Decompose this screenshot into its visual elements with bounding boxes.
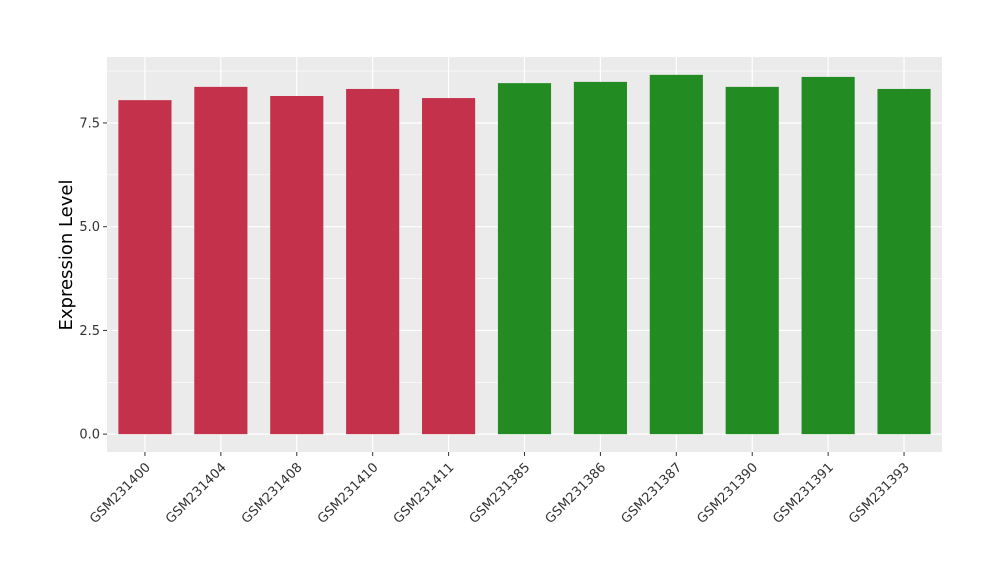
bar <box>422 98 476 435</box>
x-tick-label: GSM231404 <box>163 460 230 527</box>
x-tick-label: GSM231390 <box>694 460 761 527</box>
x-tick-label: GSM231393 <box>846 460 913 527</box>
x-tick-label: GSM231391 <box>770 460 837 527</box>
bar <box>118 100 172 435</box>
x-tick-label: GSM231385 <box>467 460 534 527</box>
y-axis-label: Expression Level <box>56 180 77 331</box>
x-tick-label: GSM231386 <box>543 460 610 527</box>
bar <box>725 86 779 435</box>
y-tick-label: 5.0 <box>79 220 100 235</box>
bar <box>270 96 324 435</box>
bar <box>801 76 855 435</box>
x-tick-label: GSM231387 <box>619 460 686 527</box>
bar <box>573 81 627 435</box>
bar <box>877 88 931 435</box>
bar <box>497 83 552 435</box>
bar <box>346 88 400 435</box>
x-tick-label: GSM231408 <box>239 460 306 527</box>
y-tick-label: 7.5 <box>79 116 100 131</box>
x-tick-label: GSM231411 <box>391 460 458 527</box>
y-tick-label: 2.5 <box>79 324 100 339</box>
y-tick-label: 0.0 <box>79 428 100 443</box>
bar <box>194 86 248 435</box>
x-tick-label: GSM231400 <box>87 460 154 527</box>
bar <box>649 74 703 435</box>
x-tick-label: GSM231410 <box>315 460 382 527</box>
